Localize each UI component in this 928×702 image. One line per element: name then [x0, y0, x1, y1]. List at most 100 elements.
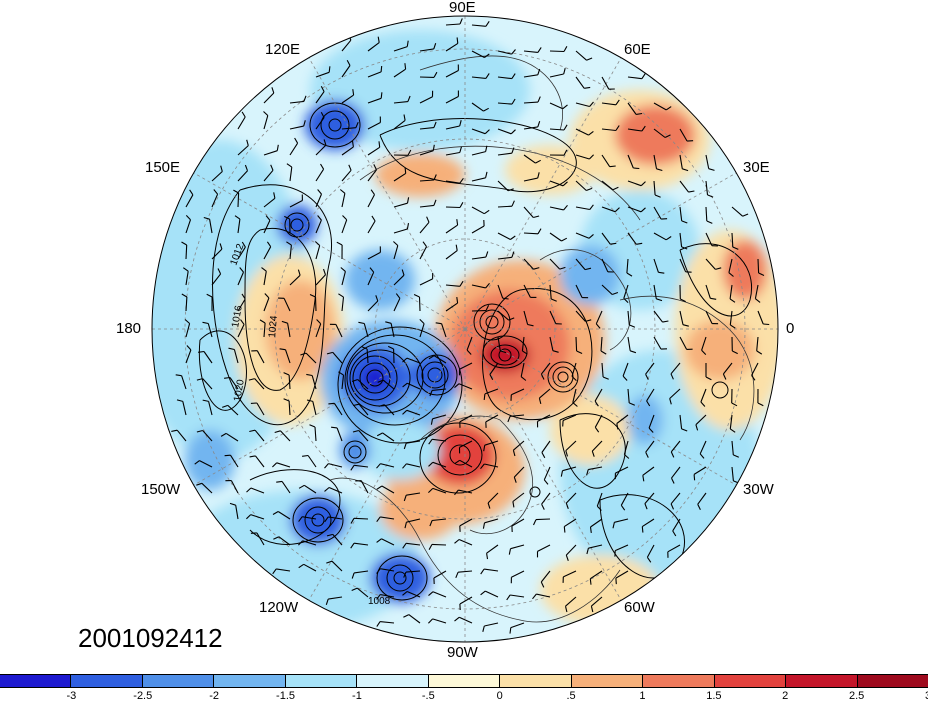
wind-barb-flag [433, 121, 437, 128]
wind-barb [623, 440, 629, 455]
wind-barb [565, 492, 577, 504]
wind-barb [279, 430, 291, 442]
wind-barb [601, 362, 604, 378]
wind-barb [393, 228, 408, 234]
wind-barb [511, 518, 525, 527]
wind-barb [484, 440, 499, 446]
wind-barb [263, 150, 278, 156]
wind-barb [540, 570, 551, 583]
wind-barb-flag [298, 516, 303, 522]
wind-barb [289, 167, 293, 182]
wind-barb [601, 232, 611, 245]
wind-barb [536, 593, 551, 598]
wind-barb [278, 536, 291, 546]
wind-barb-flag [508, 317, 515, 321]
wind-barb-flag [624, 454, 630, 459]
wind-barb [485, 590, 499, 598]
wind-barb-flag [563, 149, 568, 156]
wind-barb [672, 518, 681, 532]
wind-barb-flag [234, 215, 241, 220]
wind-barb [549, 206, 564, 211]
wind-barb [333, 403, 343, 416]
wind-barb [336, 427, 343, 442]
wind-barb-flag [641, 526, 644, 533]
wind-barb [335, 324, 343, 338]
wind-barb [237, 298, 246, 312]
colorbar-segment [428, 675, 501, 687]
wind-barb-flag [459, 18, 463, 25]
graticule [152, 16, 778, 642]
wind-barb-flag [693, 474, 696, 481]
wind-barb [263, 322, 266, 338]
wind-barb-flag [654, 194, 661, 198]
wind-barb-flag [645, 451, 649, 458]
wind-barb-flag [485, 145, 488, 152]
wind-barb [549, 310, 557, 324]
wind-barb [523, 206, 534, 218]
wind-barb [575, 206, 590, 211]
wind-barb [523, 232, 539, 235]
wind-barb [432, 518, 447, 522]
wind-barb-flag [688, 190, 695, 193]
lon-label-120e: 120E [265, 41, 301, 58]
wind-barb-flag [596, 505, 602, 511]
wind-barb-flag [241, 241, 246, 248]
wind-barb-flag [376, 485, 383, 490]
wind-barb [642, 466, 655, 476]
wind-barb [419, 48, 434, 52]
wind-barb-flag [395, 293, 401, 299]
wind-barb [281, 481, 291, 494]
wind-barb-flag [508, 548, 512, 555]
wind-barb [367, 194, 375, 208]
wind-barb [520, 362, 525, 377]
colorbar-tick-label: 1.5 [706, 690, 722, 702]
wind-barb [367, 271, 375, 286]
wind-barb-flag [681, 428, 688, 432]
wind-barb [596, 492, 603, 507]
wind-barb-flag [706, 220, 713, 224]
wind-barb-flag [222, 404, 228, 408]
wind-barb-flag [710, 297, 717, 300]
wind-barb [543, 466, 551, 481]
wind-barb-flag [483, 209, 490, 215]
wind-barb-flag [233, 189, 239, 194]
wind-barb-flag [196, 429, 203, 433]
wind-barb [263, 92, 275, 104]
wind-barb-flag [326, 560, 333, 564]
wind-barb-flag [533, 267, 540, 270]
wind-barb-flag [602, 376, 609, 380]
wind-barb [705, 180, 709, 195]
wind-barb-flag [701, 349, 707, 355]
wind-barb-flag [506, 594, 511, 601]
lon-label-60e: 60E [624, 41, 651, 58]
wind-barb [341, 169, 352, 182]
wind-barb [202, 430, 213, 442]
wind-barb [565, 544, 577, 556]
wind-barb [601, 180, 614, 191]
wind-barb-flag [380, 92, 383, 99]
wind-barb-flag [662, 320, 669, 323]
wind-barb [466, 336, 473, 351]
wind-barb-flag [298, 484, 305, 489]
wind-barb [445, 206, 461, 209]
wind-barb [445, 250, 458, 260]
wind-barb [679, 232, 683, 247]
wind-barb-flag [429, 520, 433, 527]
wind-barb-flag [229, 502, 236, 506]
wind-barb-flag [194, 460, 200, 465]
wind-barb-flag [535, 159, 541, 164]
wind-barb-flag [681, 246, 688, 250]
wind-barb-flag [176, 399, 183, 402]
colorbar-segment [857, 675, 928, 687]
wind-barb-flag [459, 280, 464, 287]
wind-barb-flag [629, 324, 636, 328]
wind-barb [201, 482, 213, 494]
wind-barb-flag [428, 591, 434, 597]
wind-barb-flag [217, 268, 222, 275]
wind-barb [653, 128, 666, 138]
wind-barb-flag [537, 121, 541, 128]
wind-barb-flag [376, 538, 382, 543]
wind-barb [303, 563, 317, 572]
wind-barb-flag [550, 298, 557, 302]
wind-barb-flag [272, 568, 277, 575]
